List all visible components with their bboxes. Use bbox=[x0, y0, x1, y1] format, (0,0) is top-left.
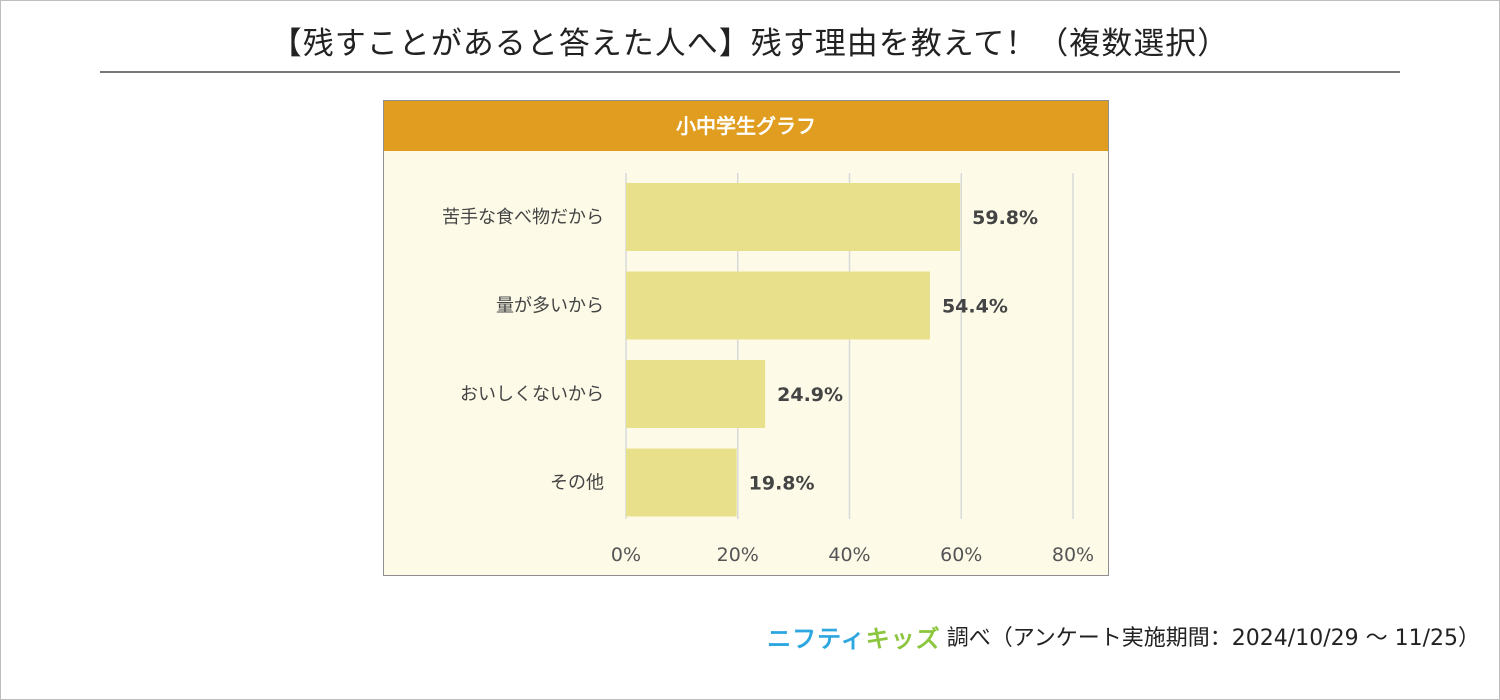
chart-title: 小中学生グラフ bbox=[384, 101, 1108, 151]
nifty-kids-logo: ニフティキッズ bbox=[767, 624, 941, 653]
bar-chart: 0% 20% 40% 60% 80% 苦手な食べ物だから 59.8% 量が多いから 54.4% お… bbox=[442, 173, 1094, 566]
bar bbox=[626, 360, 766, 428]
bar bbox=[626, 271, 930, 340]
x-tick-label: 20% bbox=[717, 544, 759, 566]
bar bbox=[626, 448, 737, 517]
data-label: 24.9% bbox=[777, 384, 843, 406]
chart-panel: 小中学生グラフ 0% 20% 40% 60% 80% 苦手な食べ物だから 59.8% 量が多い… bbox=[383, 100, 1109, 576]
data-label: 19.8% bbox=[749, 473, 815, 495]
x-tick-label: 0% bbox=[611, 544, 641, 566]
x-tick-label: 40% bbox=[828, 544, 870, 566]
survey-period-text: 調べ（アンケート実施期間：2024/10/29 ～ 11/25） bbox=[946, 626, 1480, 651]
category-label: 量が多いから bbox=[496, 296, 604, 317]
page-title: 【残すことがあると答えた人へ】残す理由を教えて！（複数選択） bbox=[270, 26, 1230, 62]
bar bbox=[626, 183, 961, 251]
category-label: その他 bbox=[550, 473, 604, 494]
data-label: 54.4% bbox=[942, 296, 1008, 318]
x-tick-label: 80% bbox=[1052, 544, 1094, 566]
category-label: 苦手な食べ物だから bbox=[442, 207, 604, 228]
x-tick-label: 60% bbox=[940, 544, 982, 566]
data-label: 59.8% bbox=[972, 207, 1038, 229]
title-divider bbox=[100, 71, 1400, 73]
category-label: おいしくないから bbox=[460, 384, 604, 405]
footer-credit: ニフティキッズ 調べ（アンケート実施期間：2024/10/29 ～ 11/25） bbox=[720, 618, 1480, 654]
